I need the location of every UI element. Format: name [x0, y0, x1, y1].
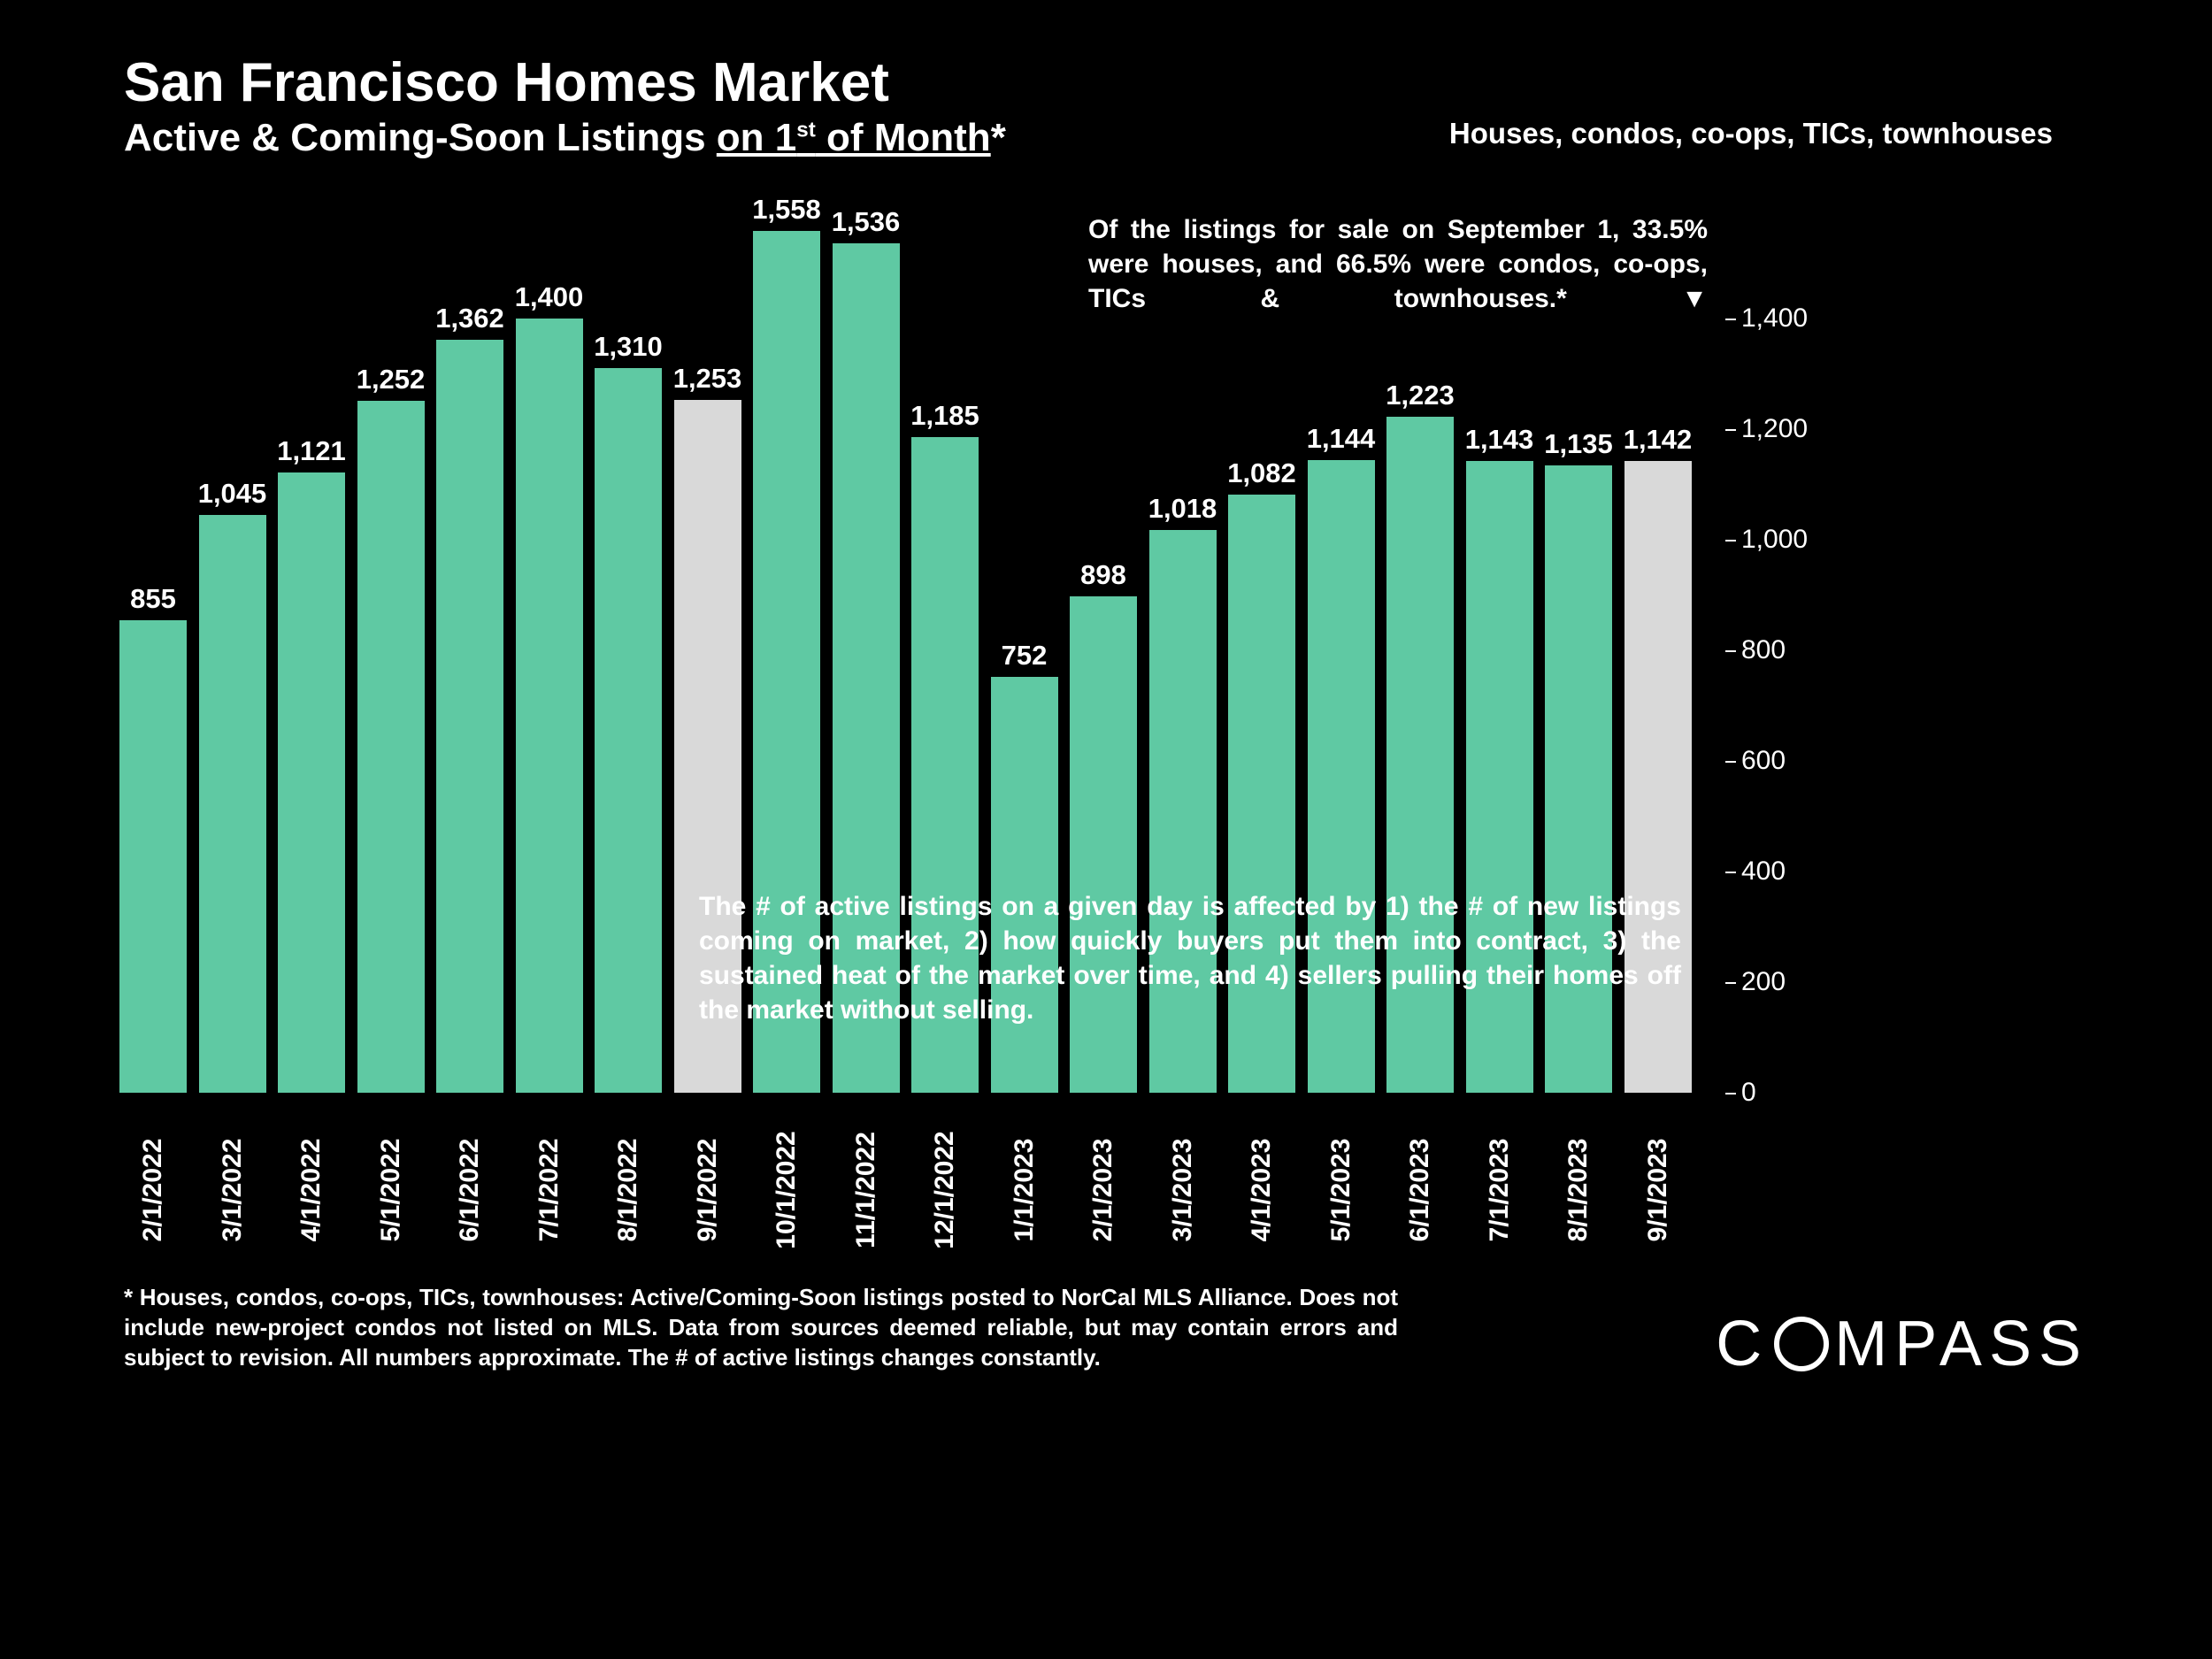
x-tick-label: 6/1/2022	[455, 1139, 485, 1242]
legend-note: Houses, condos, co-ops, TICs, townhouses	[1449, 117, 2053, 150]
bar-value-label: 1,253	[664, 363, 752, 395]
bar	[436, 340, 503, 1093]
bar-value-label: 1,536	[822, 206, 910, 238]
x-tick-label: 7/1/2023	[1485, 1139, 1515, 1242]
bar-value-label: 1,362	[426, 303, 514, 334]
bar-value-label: 1,135	[1534, 428, 1623, 460]
bar-value-label: 1,558	[742, 194, 831, 226]
y-tick-label: 1,200	[1741, 414, 1808, 444]
x-tick-label: 3/1/2022	[218, 1139, 248, 1242]
x-tick-label: 8/1/2023	[1563, 1139, 1594, 1242]
bar	[119, 620, 187, 1093]
bar	[595, 368, 662, 1093]
y-tick-label: 1,000	[1741, 525, 1808, 555]
bar-value-label: 1,143	[1455, 424, 1544, 456]
chart-title: San Francisco Homes Market	[124, 51, 1006, 114]
x-tick-label: 12/1/2022	[930, 1131, 960, 1248]
x-tick-label: 4/1/2022	[296, 1139, 326, 1242]
bar-value-label: 752	[980, 640, 1069, 672]
x-tick-label: 3/1/2023	[1168, 1139, 1198, 1242]
bar-value-label: 1,082	[1217, 457, 1306, 489]
compass-logo: CMPASS	[1716, 1308, 2088, 1380]
bar-value-label: 1,185	[901, 400, 989, 432]
chart-subtitle: Active & Coming-Soon Listings on 1st of …	[124, 116, 1006, 160]
annotation-top: Of the listings for sale on September 1,…	[1088, 212, 1708, 316]
y-tick-label: 0	[1741, 1078, 1756, 1108]
x-tick-label: 2/1/2022	[138, 1139, 168, 1242]
bar-value-label: 855	[109, 583, 197, 615]
x-tick-label: 4/1/2023	[1247, 1139, 1277, 1242]
bar-value-label: 1,310	[584, 331, 672, 363]
x-tick-label: 10/1/2022	[772, 1131, 802, 1248]
bar-value-label: 1,142	[1614, 424, 1702, 456]
y-tick-label: 200	[1741, 967, 1786, 997]
annotation-middle: The # of active listings on a given day …	[699, 889, 1681, 1027]
x-tick-label: 1/1/2023	[1010, 1139, 1040, 1242]
bar-value-label: 1,144	[1297, 423, 1386, 455]
y-tick-label: 1,400	[1741, 303, 1808, 334]
bar	[991, 677, 1058, 1093]
x-tick-label: 9/1/2022	[693, 1139, 723, 1242]
bar-value-label: 1,045	[188, 478, 277, 510]
y-axis: 02004006008001,0001,2001,400	[1717, 208, 1796, 1093]
bar	[199, 515, 266, 1093]
bar-value-label: 1,400	[505, 281, 594, 313]
x-tick-label: 7/1/2022	[534, 1139, 565, 1242]
bar	[278, 472, 345, 1093]
x-tick-label: 5/1/2023	[1326, 1139, 1356, 1242]
bar-value-label: 1,121	[267, 435, 356, 467]
x-tick-label: 5/1/2022	[376, 1139, 406, 1242]
bar-value-label: 898	[1059, 559, 1148, 591]
y-tick-label: 800	[1741, 635, 1786, 665]
y-tick-label: 400	[1741, 856, 1786, 887]
bar-value-label: 1,018	[1139, 493, 1227, 525]
bar	[516, 319, 583, 1093]
footnote: * Houses, condos, co-ops, TICs, townhous…	[124, 1283, 1398, 1372]
x-tick-label: 8/1/2022	[613, 1139, 643, 1242]
x-tick-label: 6/1/2023	[1405, 1139, 1435, 1242]
x-tick-label: 2/1/2023	[1088, 1139, 1118, 1242]
x-tick-label: 9/1/2023	[1643, 1139, 1673, 1242]
bar	[357, 401, 425, 1094]
bar-value-label: 1,223	[1376, 380, 1464, 411]
y-tick-label: 600	[1741, 746, 1786, 776]
bar-value-label: 1,252	[347, 364, 435, 396]
compass-logo-o-icon	[1774, 1317, 1829, 1371]
x-tick-label: 11/1/2022	[851, 1132, 881, 1248]
